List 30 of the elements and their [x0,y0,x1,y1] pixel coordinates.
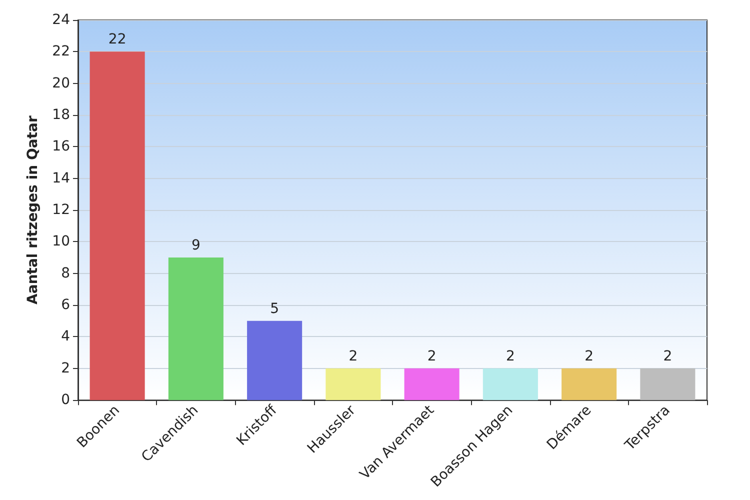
data-label: 2 [506,348,515,364]
bar [562,368,617,400]
bar [90,52,145,400]
data-label: 22 [108,32,126,48]
bar [326,368,381,400]
y-tick-label: 18 [52,107,70,124]
bar [482,368,538,400]
data-label: 2 [427,348,436,364]
y-tick-label: 14 [52,170,70,186]
bar [640,368,696,400]
data-label: 2 [348,348,358,364]
y-tick-label: 2 [61,360,70,376]
data-label: 9 [191,238,200,254]
y-tick-label: 24 [52,12,70,28]
y-tick-label: 20 [52,75,70,92]
y-tick-label: 16 [52,138,70,155]
y-tick-label: 22 [52,44,70,60]
data-label: 5 [270,300,280,317]
y-tick-label: 6 [61,297,70,314]
bar [247,320,302,400]
bar [168,258,224,400]
y-tick-label: 12 [52,202,70,218]
y-tick-label: 0 [61,392,70,408]
y-tick-label: 10 [52,234,70,250]
data-label: 2 [663,348,672,364]
data-label: 2 [584,348,594,364]
y-tick-label: 4 [61,328,70,345]
y-tick-label: 8 [61,265,70,282]
y-axis-title: Aantal ritzeges in Qatar [25,116,41,304]
bar [404,368,460,400]
